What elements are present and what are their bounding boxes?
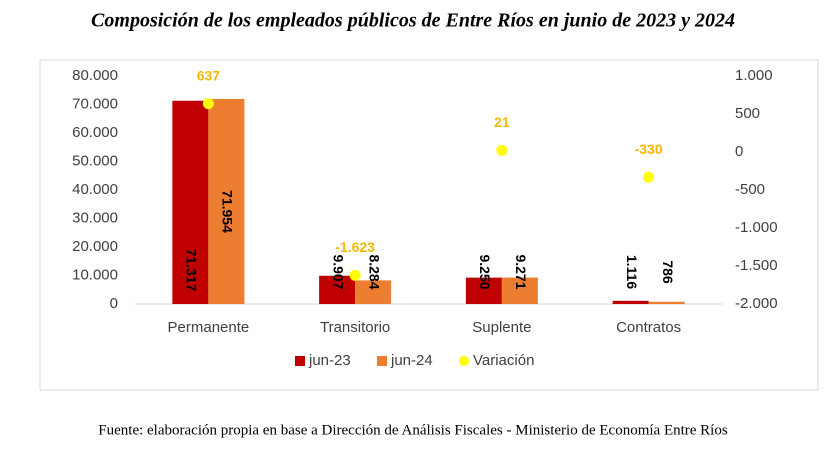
legend-label: jun-24 [390,352,433,369]
bar [319,275,356,304]
data-label: 786 [660,260,676,284]
y2-tick-label: -1.000 [735,219,778,236]
y-tick-label: 20.000 [72,238,118,255]
x-tick-label: Suplente [472,319,531,336]
legend-label: Variación [473,352,534,369]
bar [172,100,209,304]
data-label: 637 [197,67,221,83]
bar [501,277,538,304]
plot-frame [39,59,819,391]
data-label: 71.317 [184,249,200,292]
y2-tick-label: -2.000 [735,295,778,312]
variation-dot [643,171,655,183]
y2-tick-label: -500 [735,181,765,198]
y-tick-label: 70.000 [72,95,118,112]
data-label: 9.250 [477,254,493,289]
y-tick-label: 30.000 [72,209,118,226]
legend-label: jun-23 [308,352,351,369]
data-label: 1.116 [624,255,640,289]
y-tick-label: 50.000 [72,152,118,169]
data-label: 8.284 [366,254,382,289]
bar [648,301,685,304]
y2-tick-label: -1.500 [735,257,778,274]
y2-tick-label: 500 [735,105,760,122]
variation-dot [349,269,361,281]
legend-swatch [295,356,305,366]
bar [612,300,649,304]
y-tick-label: 10.000 [72,266,118,283]
source-note: Fuente: elaboración propia en base a Dir… [98,422,728,438]
y-tick-label: 60.000 [72,124,118,141]
y-tick-label: 80.000 [72,67,118,84]
variation-dot [496,144,508,156]
data-label: 9.271 [513,254,529,289]
data-label: -330 [635,141,663,157]
variation-dot [202,98,214,110]
data-label: 71.954 [220,190,236,233]
y-tick-label: 0 [110,295,118,312]
x-tick-label: Permanente [168,319,250,336]
x-tick-label: Contratos [616,319,681,336]
y2-tick-label: 1.000 [735,67,773,84]
data-label: 9.907 [330,254,346,289]
y-tick-label: 40.000 [72,181,118,198]
legend-swatch [377,356,387,366]
x-tick-label: Transitorio [320,319,390,336]
bar [465,277,502,304]
y2-tick-label: 0 [735,143,743,160]
chart-title: Composición de los empleados públicos de… [91,10,735,32]
bar [355,280,392,304]
data-label: -1.623 [335,239,375,255]
legend-swatch [459,356,469,366]
bar [208,98,245,305]
data-label: 21 [494,114,510,130]
